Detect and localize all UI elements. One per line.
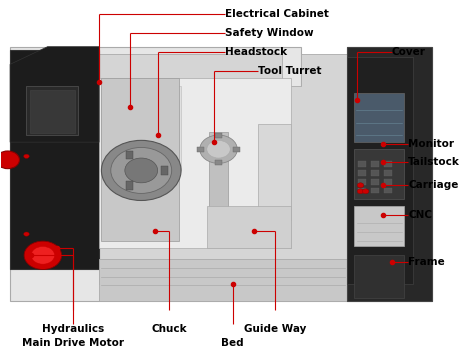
Circle shape bbox=[200, 135, 237, 163]
Text: Safety Window: Safety Window bbox=[225, 28, 313, 38]
Bar bbox=[358, 179, 366, 185]
Circle shape bbox=[357, 189, 364, 194]
Bar bbox=[371, 170, 379, 176]
Text: Monitor: Monitor bbox=[408, 139, 454, 149]
Polygon shape bbox=[10, 50, 99, 269]
Bar bbox=[355, 255, 403, 298]
Bar bbox=[209, 132, 228, 230]
Text: Frame: Frame bbox=[408, 257, 445, 267]
Bar bbox=[126, 151, 133, 159]
Circle shape bbox=[101, 140, 181, 201]
Bar bbox=[358, 170, 366, 176]
Circle shape bbox=[0, 151, 19, 169]
Text: Electrical Cabinet: Electrical Cabinet bbox=[225, 9, 328, 19]
Text: Hydraulics: Hydraulics bbox=[42, 324, 104, 334]
Circle shape bbox=[31, 246, 55, 264]
Bar bbox=[355, 93, 403, 142]
Bar bbox=[384, 161, 392, 167]
Text: Tailstock: Tailstock bbox=[408, 157, 460, 166]
Bar bbox=[384, 179, 392, 185]
Text: CNC: CNC bbox=[408, 210, 432, 220]
Bar bbox=[355, 206, 403, 246]
Circle shape bbox=[357, 183, 364, 188]
Bar bbox=[198, 147, 204, 152]
Text: Main Drive Motor: Main Drive Motor bbox=[22, 338, 124, 348]
Text: Bed: Bed bbox=[221, 338, 244, 348]
Bar bbox=[233, 147, 240, 152]
Polygon shape bbox=[258, 125, 291, 220]
Polygon shape bbox=[10, 47, 432, 301]
Polygon shape bbox=[347, 47, 432, 301]
Circle shape bbox=[362, 189, 369, 194]
Bar bbox=[161, 166, 168, 175]
Text: Tool Turret: Tool Turret bbox=[258, 66, 322, 76]
Polygon shape bbox=[99, 54, 347, 284]
Bar bbox=[27, 86, 78, 135]
Bar bbox=[207, 206, 291, 248]
Polygon shape bbox=[101, 78, 179, 241]
Text: Guide Way: Guide Way bbox=[244, 324, 306, 334]
Circle shape bbox=[207, 140, 230, 158]
Bar bbox=[358, 161, 366, 167]
Text: Carriage: Carriage bbox=[408, 180, 459, 190]
Circle shape bbox=[24, 154, 29, 158]
Bar bbox=[371, 179, 379, 185]
Circle shape bbox=[111, 147, 172, 193]
Text: Headstock: Headstock bbox=[225, 47, 287, 57]
Text: Chuck: Chuck bbox=[152, 324, 187, 334]
Polygon shape bbox=[99, 78, 291, 248]
Bar bbox=[355, 149, 403, 199]
Bar bbox=[99, 259, 347, 301]
Bar bbox=[101, 86, 181, 170]
Text: Cover: Cover bbox=[392, 47, 426, 57]
Polygon shape bbox=[10, 47, 99, 142]
Bar bbox=[30, 90, 75, 132]
Bar bbox=[358, 188, 366, 193]
Bar bbox=[371, 161, 379, 167]
Polygon shape bbox=[347, 57, 413, 284]
Bar bbox=[215, 133, 222, 138]
Circle shape bbox=[125, 158, 158, 183]
Bar bbox=[371, 188, 379, 193]
Circle shape bbox=[24, 232, 29, 236]
Bar bbox=[126, 181, 133, 190]
Circle shape bbox=[24, 241, 62, 269]
Bar bbox=[384, 170, 392, 176]
Bar bbox=[384, 188, 392, 193]
Bar bbox=[215, 160, 222, 165]
